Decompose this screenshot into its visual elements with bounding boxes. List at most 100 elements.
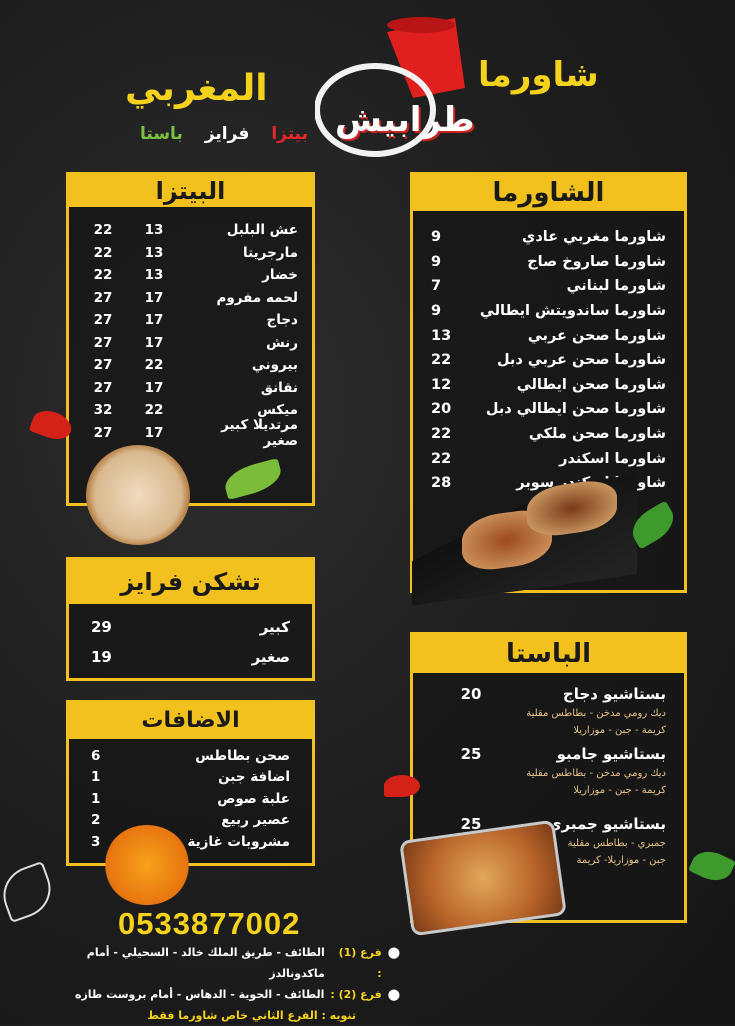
item-name: عصير ربيع [221, 812, 290, 829]
shawarma-row: شاورما صحن ايطالي 12 [431, 373, 666, 398]
item-name: شاورما صحن عربي دبل [496, 352, 666, 369]
logo: طرابيش [314, 10, 495, 160]
shawarma-row: شاورما صحن ملكي 22 [431, 422, 666, 447]
pasta-item: بستاشيو دجاج 20 ديك رومي مدخن - بطاطس مقلي… [431, 683, 666, 739]
item-price: 6 [91, 747, 101, 764]
brand-moroccan: المغربي [125, 68, 268, 109]
item-name: بستاشيو دجاج [562, 685, 666, 703]
item-description: ديك رومي مدخن - بطاطس مقلية [526, 708, 666, 719]
price-large: 22 [93, 267, 113, 284]
shawarma-row: شاورما لبناني 7 [431, 274, 666, 299]
branch-1: ⬤ فرع (1) : الطائف - طريق الملك خالد - ا… [30, 942, 400, 984]
pasta-row: بستاشيو جمبري 25 [431, 813, 666, 835]
pizza-title: البيتزا [69, 175, 312, 207]
pizza-row: عش البلبل 13 22 [83, 219, 298, 242]
branch-2-address: الطائف - الحوية - الدهاس - أمام بروست طا… [74, 988, 325, 1001]
item-name: شاورما صحن ايطالي [516, 376, 666, 393]
price-large: 27 [93, 379, 113, 396]
map-pin-icon: ⬤ [387, 946, 400, 959]
branch-note: تنويه : الفرع الثاني خاص شاورما فقط [147, 1009, 356, 1022]
tag-pasta: باستا [140, 124, 183, 144]
pasta-row: بستاشيو جامبو 25 [431, 743, 666, 765]
item-price: 19 [91, 648, 112, 666]
basil-icon [687, 844, 735, 888]
shawarma-row: شاورما مغربي عادي 9 [431, 225, 666, 250]
item-name: بستاشيو جامبو [556, 745, 666, 763]
pizza-row: بيروني 22 27 [83, 354, 298, 377]
item-name: صحن بطاطس [195, 747, 290, 764]
price-small: 22 [144, 357, 164, 374]
pasta-title: الباستا [413, 635, 684, 673]
item-name: صغير [251, 648, 290, 666]
item-description: كريمة - جبن - موزاريلا [573, 785, 666, 796]
item-name: شاورما صاروخ صاج [527, 253, 666, 270]
item-name: بستاشيو جمبري [547, 815, 666, 833]
branch-1-label: فرع (1) : [338, 946, 382, 980]
item-price: 9 [431, 229, 442, 246]
item-name: مارجريتا [243, 244, 298, 261]
branch-1-address: الطائف - طريق الملك خالد - السحيلي - أما… [86, 946, 325, 980]
item-name: ميكس [257, 402, 298, 419]
price-large: 27 [93, 424, 113, 441]
item-price: 22 [431, 426, 452, 443]
price-small: 13 [144, 222, 164, 239]
brand-shawarma: شاورما [478, 55, 599, 95]
item-price: 29 [91, 618, 112, 636]
item-price: 20 [431, 401, 452, 418]
leaf-outline-icon [0, 860, 59, 924]
fries-panel: تشكن فرايز كبير 29 صغير 19 [66, 557, 315, 681]
price-small: 17 [144, 289, 164, 306]
price-small: 22 [144, 402, 164, 419]
item-name: شاورما صحن ملكي [528, 426, 666, 443]
item-description: كريمة - جبن - موزاريلا [573, 725, 666, 736]
brand-tags: بيتزا فرايز باستا [118, 124, 308, 144]
additions-row: عصير ربيع 2 [91, 810, 290, 832]
price-large: 22 [93, 222, 113, 239]
fries-title: تشكن فرايز [69, 560, 312, 604]
pasta-item: بستاشيو جامبو 25 ديك رومي مدخن - بطاطس مقل… [431, 743, 666, 799]
price-small: 17 [144, 379, 164, 396]
item-name: شاورما اسكندر [559, 450, 666, 467]
fries-row: كبير 29 [91, 612, 290, 642]
pizza-image [86, 445, 190, 545]
price-small: 17 [144, 312, 164, 329]
price-large: 27 [93, 289, 113, 306]
item-name: لحمه مفروم [216, 289, 299, 306]
price-large: 27 [93, 357, 113, 374]
item-name: مرتديلا كبير صغير [221, 416, 298, 449]
fries-row: صغير 19 [91, 642, 290, 672]
item-name: شاورما لبناني [566, 278, 666, 295]
pasta-row: بستاشيو دجاج 20 [431, 683, 666, 705]
shawarma-row: شاورما صحن ايطالي دبل 20 [431, 397, 666, 422]
item-price: 12 [431, 376, 452, 393]
price-large: 27 [93, 334, 113, 351]
item-price: 2 [91, 812, 101, 829]
item-description: جبن - موزاريلا- كريمة [576, 855, 666, 866]
item-name: اضافة جبن [218, 769, 290, 786]
item-price: 20 [460, 685, 482, 703]
shawarma-row: شاورما صحن عربي دبل 22 [431, 348, 666, 373]
item-name: مشروبات غازية [187, 833, 290, 850]
item-name: خضار [262, 267, 298, 284]
pasta-item: بستاشيو جمبري 25 جمبري - بطاطس مقلية جبن - … [431, 813, 666, 869]
pizza-row: مارجريتا 13 22 [83, 242, 298, 265]
additions-row: صحن بطاطس 6 [91, 745, 290, 767]
phone-number[interactable]: 0533877002 [118, 906, 301, 941]
item-description: جمبري - بطاطس مقلية [567, 838, 666, 849]
additions-panel: الاضافات صحن بطاطس 6 اضافة جبن 1 علبة صوص 1 عص… [66, 700, 315, 866]
item-name: شاورما ساندويتش ايطالي [479, 303, 666, 320]
pizza-row: مرتديلا كبير صغير 17 27 [83, 417, 298, 449]
item-name: علبة صوص [217, 790, 290, 807]
additions-row: مشروبات غازية 3 [91, 831, 290, 853]
shawarma-row: شاورما ساندويتش ايطالي 9 [431, 299, 666, 324]
pizza-row: لحمه مفروم 17 27 [83, 287, 298, 310]
item-name: شاورما صحن ايطالي دبل [485, 401, 666, 418]
item-price: 3 [91, 833, 101, 850]
branches: ⬤ فرع (1) : الطائف - طريق الملك خالد - ا… [30, 942, 400, 1026]
item-name: دجاج [266, 312, 298, 329]
item-price: 22 [431, 352, 452, 369]
item-name: بيروني [251, 357, 298, 374]
price-large: 32 [93, 402, 113, 419]
shawarma-title: الشاورما [413, 175, 684, 211]
item-price: 9 [431, 303, 442, 320]
